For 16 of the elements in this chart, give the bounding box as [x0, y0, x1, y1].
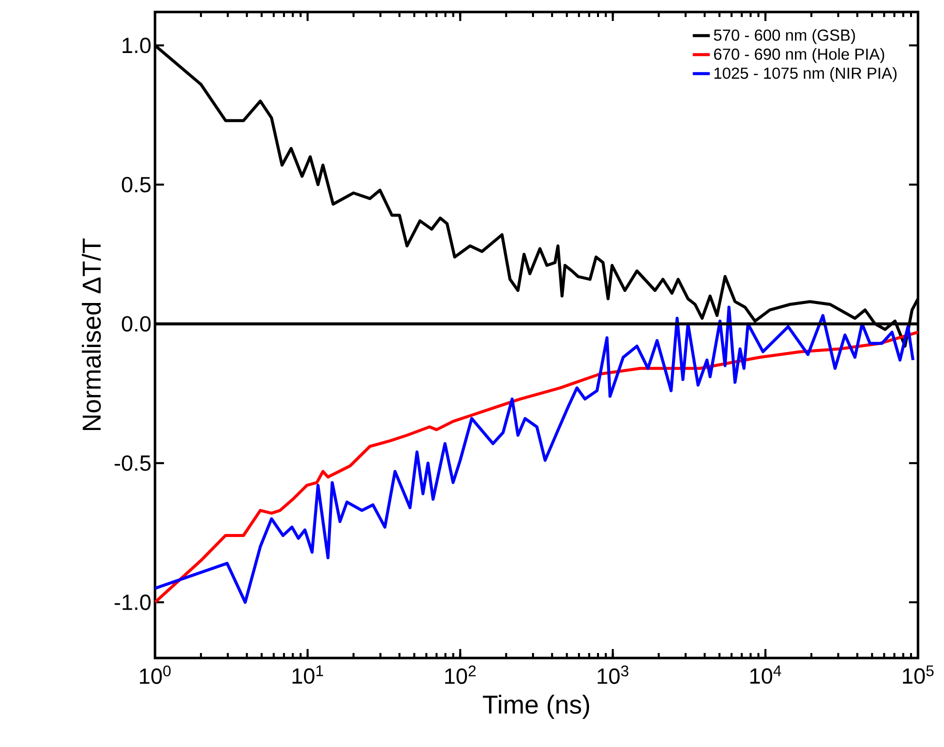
x-tick-label: 10$^{0}$ — [140, 666, 171, 684]
x-tick-label: 10$^{1}$ — [292, 666, 324, 684]
y-tick-label: 0.0 — [122, 316, 151, 332]
y-tick-label: 0.5 — [122, 176, 151, 192]
legend-label: 1025 - 1075 nm (NIR PIA) — [714, 67, 897, 82]
x-tick-label: 10$^{4}$ — [750, 666, 782, 684]
y-axis-title: Normalised ΔT/T — [82, 238, 101, 430]
y-tick-label: -1.0 — [114, 594, 151, 610]
legend-label: 670 - 690 nm (Hole PIA) — [714, 48, 884, 63]
x-tick-label: 10$^{3}$ — [598, 666, 628, 684]
legend-label: 570 - 600 nm (GSB) — [714, 29, 855, 44]
x-axis-title: Time (ns) — [482, 694, 590, 719]
x-tick-label: 10$^{5}$ — [902, 666, 934, 684]
y-tick-label: -0.5 — [114, 455, 151, 471]
x-tick-label: 10$^{2}$ — [445, 666, 476, 684]
y-tick-label: 1.0 — [122, 38, 151, 54]
